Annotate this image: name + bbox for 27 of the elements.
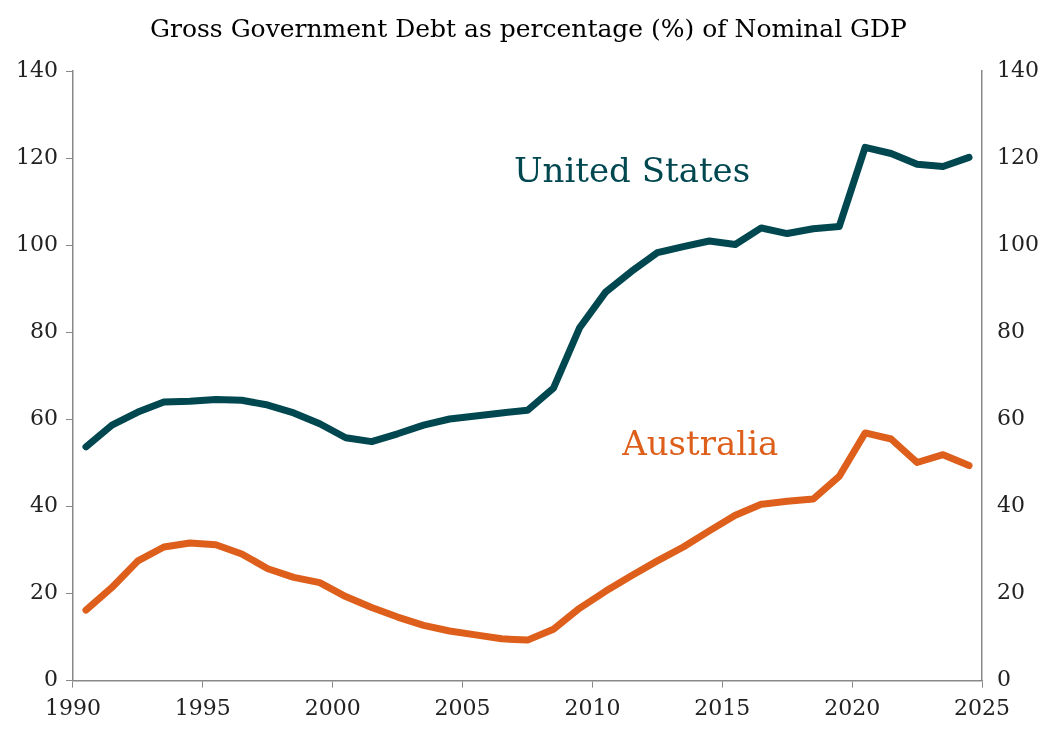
series-label: Australia [621,422,779,463]
y-tick-label: 140 [997,56,1040,82]
x-tick-label: 2010 [564,694,621,720]
y-tick-label: 0 [997,666,1012,692]
y2-tick-label: 100 [15,231,58,257]
y-tick-label: 60 [997,405,1026,431]
y-tick-label: 80 [997,318,1026,344]
x-tick-label: 2005 [434,694,491,720]
x-tick-label: 2020 [824,694,881,720]
x-tick-label: 2025 [954,694,1011,720]
y2-tick-label: 80 [29,318,58,344]
y-tick-label: 120 [997,143,1040,169]
y2-tick-label: 120 [15,143,58,169]
x-tick-label: 1995 [174,694,231,720]
y2-tick-label: 60 [29,405,58,431]
y-tick-label: 40 [997,492,1026,518]
chart-title: Gross Government Debt as percentage (%) of Nominal GDP [149,14,908,45]
y2-tick-label: 140 [15,56,58,82]
x-tick-label: 2000 [304,694,361,720]
x-tick-label: 2015 [694,694,751,720]
series-label: United States [513,149,751,190]
y-tick-label: 100 [997,231,1040,257]
y2-tick-label: 20 [29,579,58,605]
y2-tick-label: 40 [29,492,58,518]
x-tick-label: 1990 [44,694,101,720]
y-tick-label: 20 [997,579,1026,605]
y2-tick-label: 0 [43,666,58,692]
